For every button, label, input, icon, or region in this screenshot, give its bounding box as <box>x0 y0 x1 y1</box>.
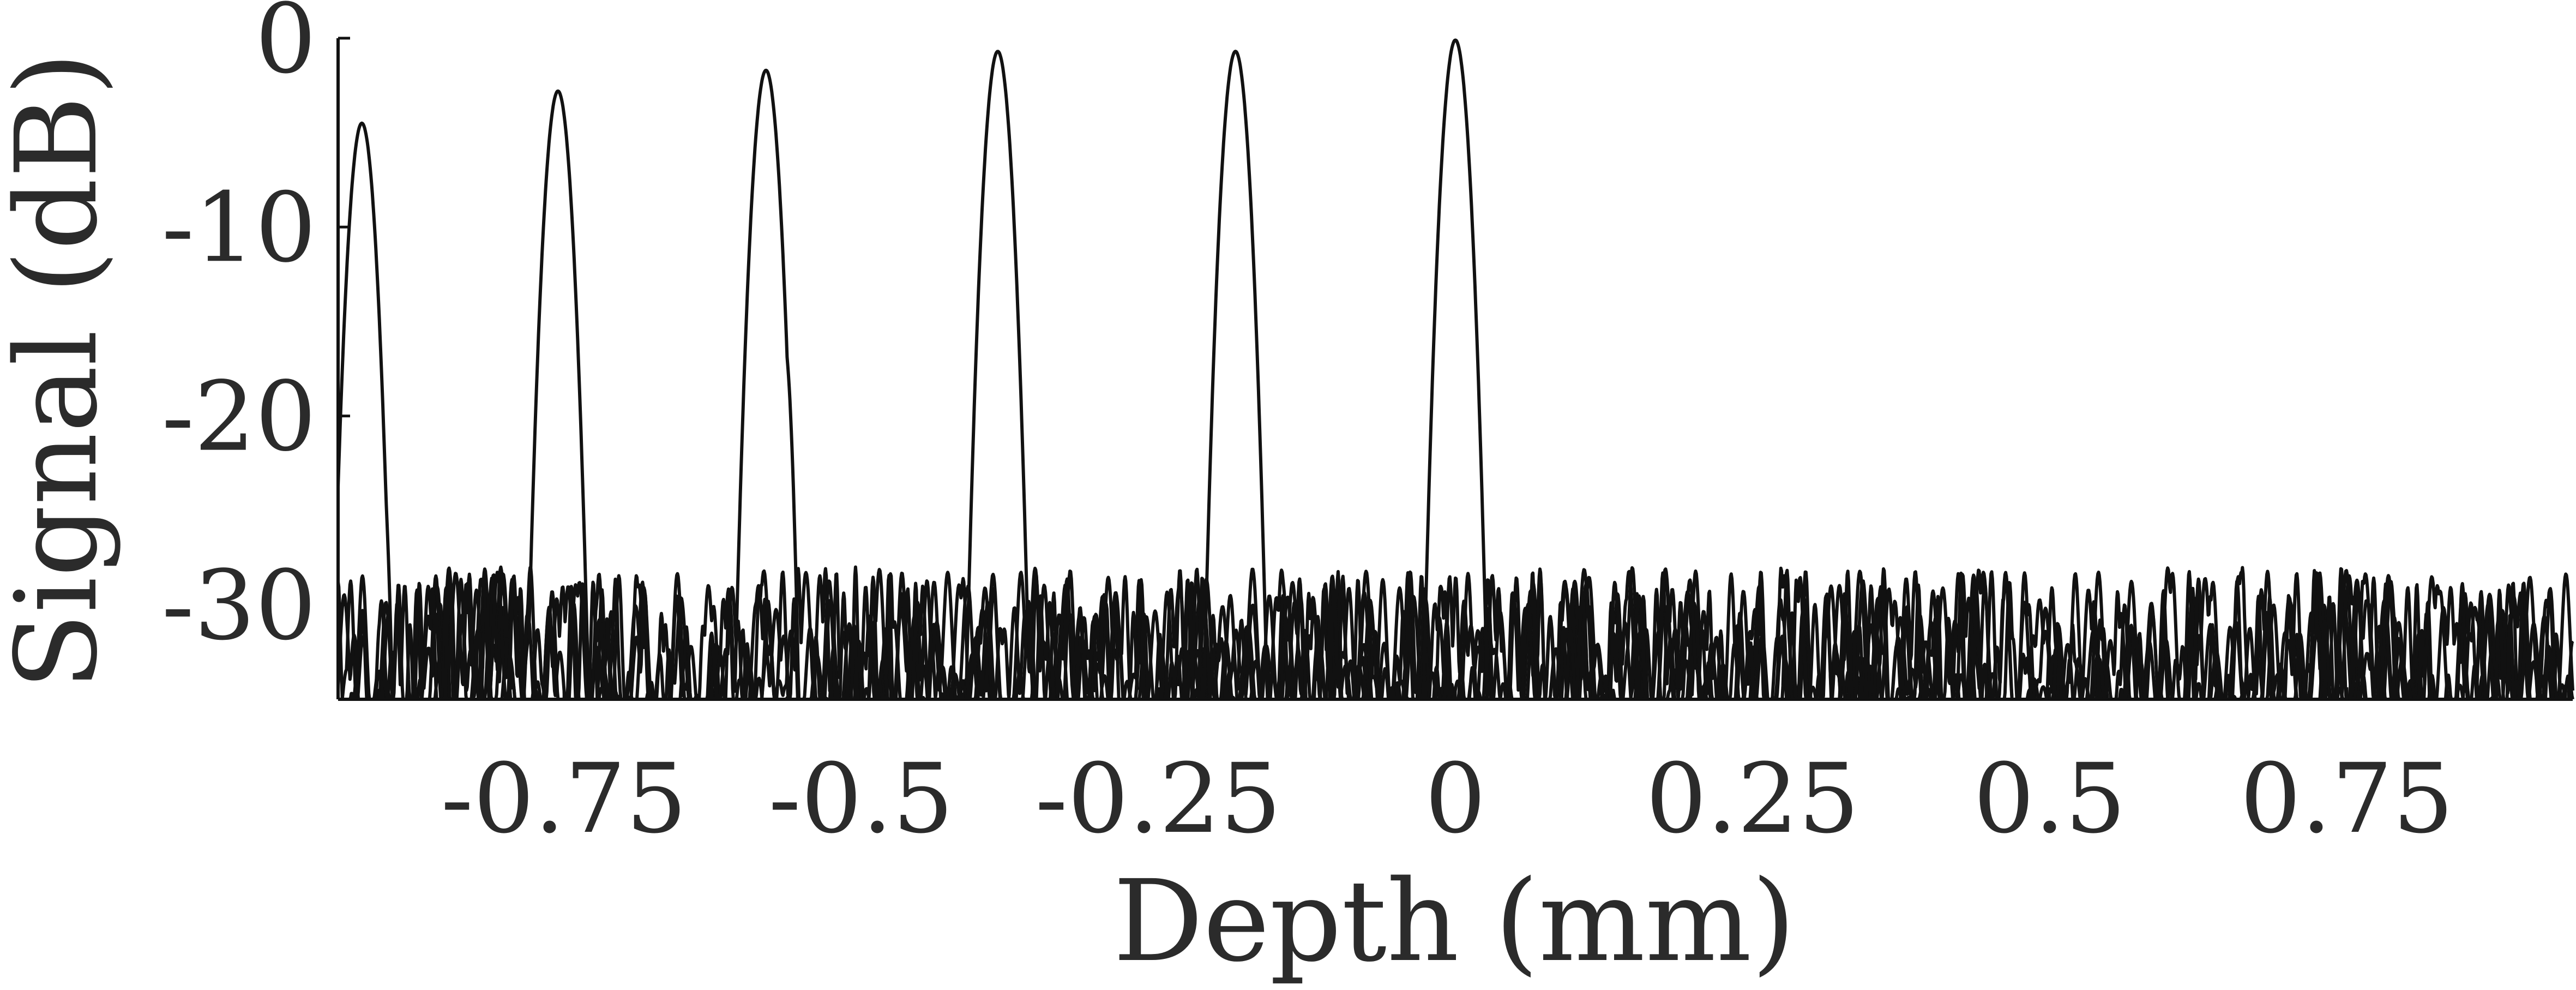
x-tick-label: 0 <box>1425 743 1486 855</box>
y-tick-label: 0 <box>255 0 316 95</box>
x-axis-label: Depth (mm) <box>1113 856 1795 987</box>
x-tick-label: 0.75 <box>2240 743 2454 855</box>
x-tick-label: 0.25 <box>1646 743 1859 855</box>
y-tick-label: -30 <box>162 550 316 662</box>
y-tick-label: -20 <box>162 361 316 473</box>
y-tick-label: -10 <box>162 172 316 284</box>
y-axis-ticks: 0 -10 -20 -30 <box>162 0 350 662</box>
x-tick-label: -0.5 <box>768 743 953 855</box>
y-axis-label: Signal (dB) <box>0 52 122 690</box>
signal-traces <box>336 38 2574 701</box>
signal-trace-4 <box>337 50 2574 701</box>
x-tick-label: -0.75 <box>441 743 687 855</box>
x-axis-ticks: -0.75 -0.5 -0.25 0 0.25 0.5 0.75 <box>441 687 2454 855</box>
x-tick-label: 0.5 <box>1973 743 2126 855</box>
x-tick-label: -0.25 <box>1035 743 1281 855</box>
